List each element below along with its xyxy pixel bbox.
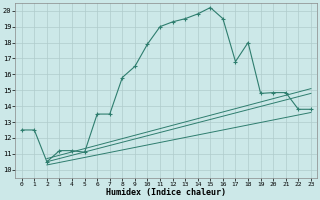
X-axis label: Humidex (Indice chaleur): Humidex (Indice chaleur) bbox=[106, 188, 226, 197]
